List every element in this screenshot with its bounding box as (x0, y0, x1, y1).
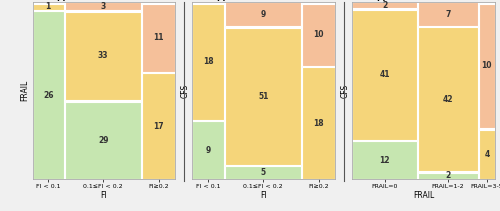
Bar (478, 130, 495, 179)
Y-axis label: CFS: CFS (340, 84, 349, 98)
X-axis label: FRAIL: FRAIL (413, 191, 434, 200)
Text: 7: 7 (445, 9, 450, 19)
Bar (302, 4, 335, 66)
Bar (418, 27, 478, 171)
Bar (352, 141, 417, 179)
Bar (352, 10, 417, 140)
Text: 26: 26 (43, 91, 54, 100)
Bar (65, 101, 141, 179)
Text: 2: 2 (382, 1, 388, 10)
Bar (65, 12, 141, 100)
Text: 10: 10 (314, 30, 324, 39)
Bar (65, 2, 141, 10)
Y-axis label: FRAIL: FRAIL (20, 80, 30, 101)
Text: 17: 17 (154, 122, 164, 131)
Bar (225, 166, 301, 179)
Text: 2: 2 (445, 171, 450, 180)
X-axis label: FI: FI (260, 191, 267, 200)
Text: 5: 5 (260, 168, 266, 177)
Bar (225, 28, 301, 165)
Text: 18: 18 (314, 119, 324, 128)
Text: 9: 9 (260, 10, 266, 19)
Bar (418, 173, 478, 179)
Text: 18: 18 (203, 57, 213, 66)
Title: B: FI vs.CFS
Kappa=0.234(0.083-0.385): B: FI vs.CFS Kappa=0.234(0.083-0.385) (206, 0, 322, 1)
Text: 10: 10 (482, 61, 492, 70)
Text: 41: 41 (380, 70, 390, 79)
Text: 51: 51 (258, 92, 268, 101)
Title: C: FRAIL vs.CFS
Kappa=0.247(0.122-0.372): C: FRAIL vs.CFS Kappa=0.247(0.122-0.372) (366, 0, 482, 1)
Bar (192, 121, 224, 179)
Text: 33: 33 (98, 51, 108, 60)
Text: 3: 3 (100, 2, 106, 11)
Bar (142, 4, 175, 72)
Text: 12: 12 (380, 156, 390, 165)
Bar (32, 4, 64, 10)
Text: 42: 42 (442, 95, 453, 104)
Bar (32, 11, 64, 179)
Bar (142, 73, 175, 179)
Y-axis label: CFS: CFS (180, 84, 190, 98)
Bar (225, 2, 301, 26)
Text: 4: 4 (484, 150, 490, 159)
X-axis label: FI: FI (100, 191, 107, 200)
Title: A: FI vs.FRAIL
Kappa=0.348(0.215-0.481): A: FI vs.FRAIL Kappa=0.348(0.215-0.481) (46, 0, 162, 1)
Text: 9: 9 (206, 146, 211, 155)
Text: 11: 11 (154, 33, 164, 42)
Bar (418, 2, 478, 26)
Bar (352, 2, 417, 8)
Bar (302, 67, 335, 179)
Bar (192, 4, 224, 120)
Bar (478, 4, 495, 128)
Text: 1: 1 (46, 2, 51, 11)
Text: 29: 29 (98, 136, 108, 145)
